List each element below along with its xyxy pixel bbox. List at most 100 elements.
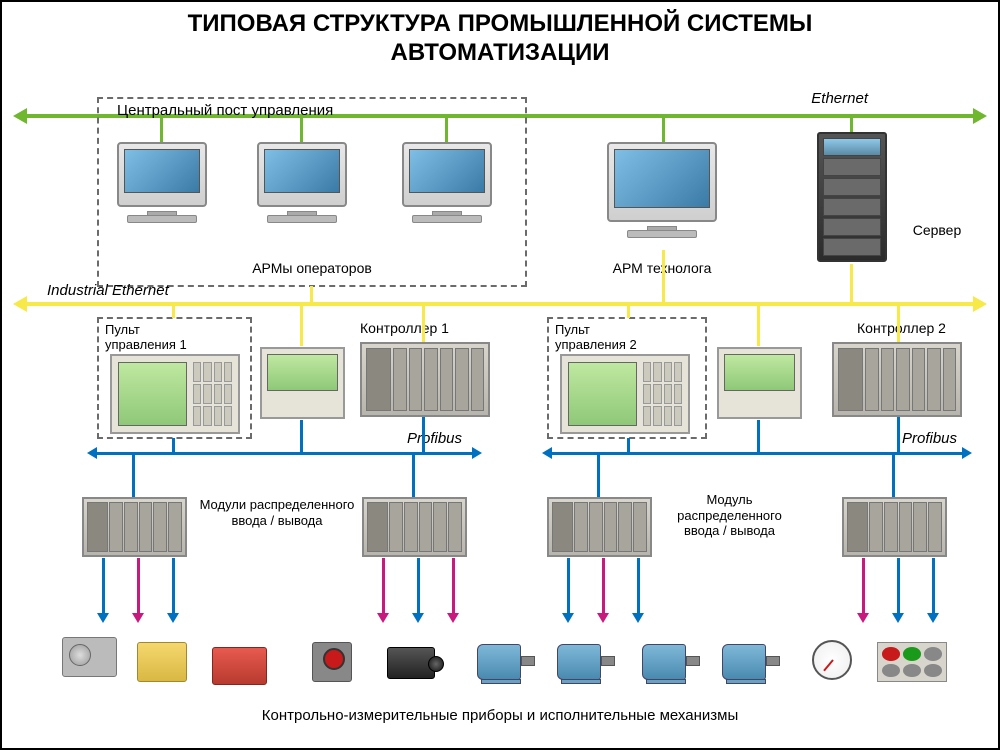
- hmi-panel-1: [110, 354, 240, 434]
- operator-workstation-3: [402, 142, 492, 207]
- motor-1: [477, 642, 535, 684]
- control-panel-icon: [877, 642, 947, 682]
- ethernet-drop-4: [662, 116, 665, 142]
- ethernet-drop-2: [300, 116, 303, 142]
- valve-icon: [212, 647, 267, 685]
- monitor-icon: [257, 142, 347, 207]
- ethernet-label: Ethernet: [811, 90, 868, 107]
- bottom-caption: Контрольно-измерительные приборы и испол…: [2, 707, 998, 724]
- panel-1-label: Пульт управления 1: [105, 322, 187, 352]
- camera-device: [387, 647, 435, 679]
- hmi-panel-2: [560, 354, 690, 434]
- monitor-icon: [117, 142, 207, 207]
- button-box-icon: [312, 642, 352, 682]
- ethernet-drop-5: [850, 116, 853, 132]
- motor-4: [722, 642, 780, 684]
- pb-io-2: [412, 454, 415, 497]
- controller-1-label: Контроллер 1: [360, 320, 449, 336]
- motor-2: [557, 642, 615, 684]
- ie-drop-2: [662, 250, 665, 302]
- io-arrow-1b: [137, 558, 140, 613]
- hmi-icon: [717, 347, 802, 419]
- pb-io-1: [132, 454, 135, 497]
- controller-2: [832, 342, 962, 417]
- io-module-icon: [842, 497, 947, 557]
- io-module-1: [82, 497, 187, 557]
- hmi-icon: [560, 354, 690, 434]
- io-arrow-4c: [932, 558, 935, 613]
- panel-2-label: Пульт управления 2: [555, 322, 637, 352]
- io-module-2: [362, 497, 467, 557]
- io-arrow-2b: [417, 558, 420, 613]
- ie-drop-ctrl2: [897, 304, 900, 342]
- io-module-icon: [362, 497, 467, 557]
- profibus-bus-right: [552, 452, 962, 455]
- pump-icon: [137, 642, 187, 682]
- pb-drop-panel1: [172, 438, 175, 452]
- hmi-panel-1b: [260, 347, 345, 419]
- motor-icon: [722, 642, 780, 684]
- hmi-panel-2b: [717, 347, 802, 419]
- operator-workstation-2: [257, 142, 347, 207]
- pb-drop-hmi2b: [757, 420, 760, 452]
- server-label: Сервер: [897, 222, 977, 238]
- ethernet-drop-3: [445, 116, 448, 142]
- ie-drop-1: [310, 286, 313, 302]
- gauge-device: [812, 640, 852, 680]
- io-module-icon: [547, 497, 652, 557]
- motor-icon: [642, 642, 700, 684]
- motor-icon: [477, 642, 535, 684]
- io-module-3: [547, 497, 652, 557]
- plc-icon: [360, 342, 490, 417]
- industrial-ethernet-bus: [27, 302, 973, 306]
- actuator-yellow: [137, 642, 187, 682]
- roll-mill-device: [62, 637, 117, 677]
- operator-workstation-1: [117, 142, 207, 207]
- controller-1: [360, 342, 490, 417]
- control-panel-device: [877, 642, 947, 682]
- industrial-ethernet-label: Industrial Ethernet: [47, 282, 169, 299]
- ie-drop-3: [850, 264, 853, 302]
- io-arrow-3a: [567, 558, 570, 613]
- io-left-label: Модули распределенного ввода / вывода: [197, 497, 357, 528]
- io-module-4: [842, 497, 947, 557]
- server-icon: [817, 132, 887, 262]
- roll-mill-icon: [62, 637, 117, 677]
- ie-drop-panel2: [627, 304, 630, 318]
- plc-icon: [832, 342, 962, 417]
- io-arrow-4b: [897, 558, 900, 613]
- title-line-2: АВТОМАТИЗАЦИИ: [2, 39, 998, 68]
- actuator-red: [212, 647, 267, 685]
- operators-label: АРМы операторов: [97, 260, 527, 276]
- hmi-icon: [110, 354, 240, 434]
- ethernet-drop-1: [160, 116, 163, 142]
- io-arrow-3c: [637, 558, 640, 613]
- controller-2-label: Контроллер 2: [857, 320, 946, 336]
- title-line-1: ТИПОВАЯ СТРУКТУРА ПРОМЫШЛЕННОЙ СИСТЕМЫ: [2, 10, 998, 39]
- ie-drop-hmi2b: [757, 304, 760, 346]
- io-arrow-3b: [602, 558, 605, 613]
- io-right-label: Модуль распределенного ввода / вывода: [662, 492, 797, 539]
- pb-drop-hmi1b: [300, 420, 303, 452]
- io-arrow-1c: [172, 558, 175, 613]
- motor-3: [642, 642, 700, 684]
- page-title: ТИПОВАЯ СТРУКТУРА ПРОМЫШЛЕННОЙ СИСТЕМЫ А…: [2, 2, 998, 68]
- io-module-icon: [82, 497, 187, 557]
- io-arrow-1a: [102, 558, 105, 613]
- motor-icon: [557, 642, 615, 684]
- pb-io-3: [597, 454, 600, 497]
- button-box: [312, 642, 352, 682]
- camera-icon: [387, 647, 435, 679]
- monitor-icon: [402, 142, 492, 207]
- server-rack: [817, 132, 887, 262]
- pb-drop-panel2: [627, 438, 630, 452]
- profibus-right-label: Profibus: [902, 430, 957, 447]
- profibus-left-label: Profibus: [407, 430, 462, 447]
- hmi-icon: [260, 347, 345, 419]
- ie-drop-panel1: [172, 304, 175, 318]
- pb-drop-ctrl1: [422, 417, 425, 452]
- io-arrow-2a: [382, 558, 385, 613]
- technologist-workstation: [607, 142, 717, 222]
- gauge-icon: [812, 640, 852, 680]
- ie-drop-hmi1b: [300, 304, 303, 346]
